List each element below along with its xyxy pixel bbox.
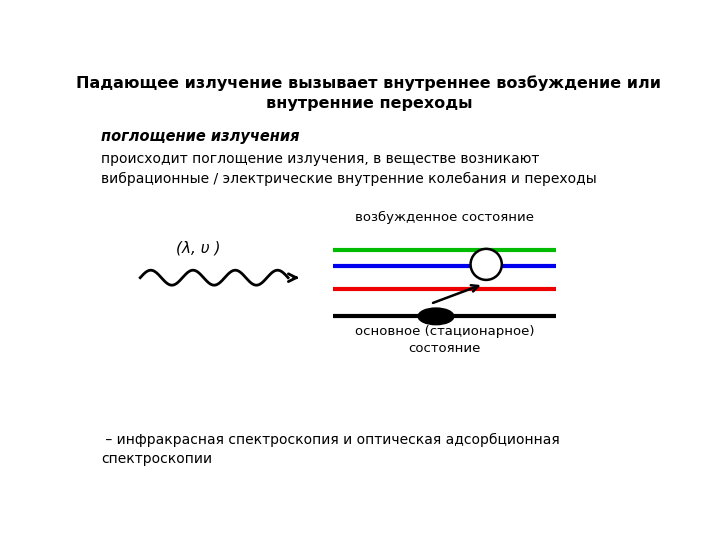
- Text: возбужденное состояние: возбужденное состояние: [355, 211, 534, 224]
- Text: происходит поглощение излучения, в веществе возникают
вибрационные / электрическ: происходит поглощение излучения, в вещес…: [101, 152, 597, 186]
- Text: основное (стационарное)
состояние: основное (стационарное) состояние: [354, 325, 534, 355]
- Text: – инфракрасная спектроскопия и оптическая адсорбционная
спектроскопии: – инфракрасная спектроскопия и оптическа…: [101, 433, 560, 467]
- Text: Падающее излучение вызывает внутреннее возбуждение или
внутренние переходы: Падающее излучение вызывает внутреннее в…: [76, 75, 662, 111]
- Text: (λ, υ ): (λ, υ ): [176, 240, 221, 255]
- Text: поглощение излучения: поглощение излучения: [101, 129, 300, 144]
- Ellipse shape: [418, 308, 454, 325]
- Ellipse shape: [471, 249, 502, 280]
